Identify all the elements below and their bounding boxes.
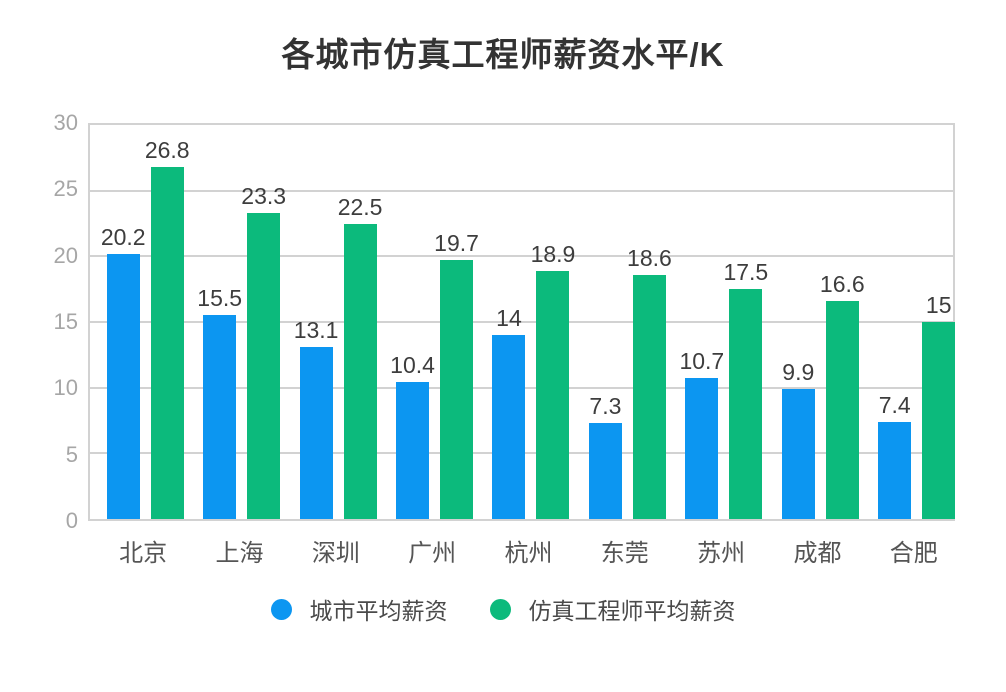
x-category-label: 东莞 <box>600 540 649 567</box>
value-label: 20.2 <box>100 223 146 250</box>
y-axis-labels: 0 5 10 15 20 25 30 <box>30 112 78 532</box>
bar: 20.2 <box>101 225 146 519</box>
bar: 10.4 <box>390 354 435 519</box>
legend-swatch-blue-circle-icon <box>270 598 292 620</box>
x-category-label: 北京 <box>119 540 168 567</box>
bar: 10.7 <box>679 350 724 519</box>
y-tick-label: 15 <box>53 309 78 334</box>
value-label: 10.7 <box>679 348 725 375</box>
bar-group: 9.9 16.6 <box>772 125 868 519</box>
y-tick-label: 20 <box>53 242 78 268</box>
bar-group: 7.3 18.6 <box>579 125 675 519</box>
value-label: 14 <box>496 305 522 332</box>
y-tick-label: 0 <box>65 508 78 533</box>
value-label: 7.3 <box>589 393 622 420</box>
grid-line <box>90 321 953 323</box>
bar: 7.4 <box>878 393 912 519</box>
bar: 16.6 <box>820 273 865 519</box>
x-category-label: 上海 <box>215 540 264 567</box>
bar: 7.3 <box>588 395 622 519</box>
bar: 15 <box>922 294 956 519</box>
value-label: 18.9 <box>530 240 576 267</box>
value-label: 18.6 <box>627 244 672 271</box>
value-label: 9.9 <box>782 358 815 385</box>
legend: 城市平均薪资 仿真工程师平均薪资 <box>0 592 1006 626</box>
bar: 23.3 <box>241 185 286 519</box>
y-tick-label: 5 <box>65 441 78 467</box>
legend-label: 仿真工程师平均薪资 <box>528 598 736 624</box>
bar: 9.9 <box>781 360 815 519</box>
chart-title: 各城市仿真工程师薪资水平/K <box>281 36 725 73</box>
bar: 17.5 <box>723 261 768 519</box>
value-label: 15.5 <box>197 285 243 312</box>
value-label: 23.3 <box>241 183 287 209</box>
bar: 13.1 <box>294 318 338 519</box>
x-axis-labels: 北京 上海 深圳 广州 杭州 东莞 苏州 成都 合肥 <box>95 533 962 568</box>
x-category-label: 成都 <box>793 540 842 567</box>
value-label: 26.8 <box>144 137 190 164</box>
grid-line <box>90 189 953 192</box>
grid-line <box>90 255 953 258</box>
x-category-label: 苏州 <box>697 540 746 567</box>
y-tick-label: 30 <box>53 110 78 135</box>
plot-area: 20.2 26.8 15.5 23.3 13.1 22.5 10.4 19.7 14 18.9 7.… <box>88 123 956 521</box>
bars: 20.2 26.8 15.5 23.3 13.1 22.5 10.4 19.7 14 18.9 7.… <box>97 125 965 519</box>
bar-group: 10.7 17.5 <box>676 125 772 519</box>
bar-group: 15.5 23.3 <box>193 125 289 519</box>
bar: 18.6 <box>627 246 672 519</box>
bar-group: 7.4 15 <box>869 125 965 519</box>
value-label: 13.1 <box>293 316 339 343</box>
value-label: 16.6 <box>819 271 865 297</box>
value-label: 15 <box>925 292 952 318</box>
bar: 19.7 <box>434 232 479 519</box>
bar-group: 20.2 26.8 <box>97 125 193 519</box>
bar-group: 10.4 19.7 <box>386 125 482 519</box>
y-tick-label: 10 <box>53 375 78 401</box>
value-label: 19.7 <box>434 230 479 257</box>
x-category-label: 深圳 <box>311 540 360 567</box>
legend-swatch-green-circle-icon <box>489 598 511 620</box>
y-tick-label: 25 <box>53 176 78 202</box>
value-label: 22.5 <box>337 193 383 220</box>
x-category-label: 杭州 <box>504 540 553 567</box>
value-label: 10.4 <box>390 352 435 379</box>
bar: 22.5 <box>338 195 382 519</box>
value-label: 7.4 <box>878 391 911 418</box>
bar: 15.5 <box>197 287 242 519</box>
bar-group: 13.1 22.5 <box>290 125 386 519</box>
legend-item-engineer-average[interactable]: 仿真工程师平均薪资 <box>489 592 736 626</box>
bar: 14 <box>492 307 526 519</box>
value-label: 17.5 <box>723 259 769 286</box>
legend-item-city-average[interactable]: 城市平均薪资 <box>270 592 448 626</box>
bar: 18.9 <box>531 242 575 519</box>
bar-group: 14 18.9 <box>483 125 579 519</box>
x-category-label: 广州 <box>408 540 457 567</box>
bar: 26.8 <box>145 139 190 519</box>
legend-label: 城市平均薪资 <box>309 598 448 624</box>
x-category-label: 合肥 <box>889 540 938 567</box>
